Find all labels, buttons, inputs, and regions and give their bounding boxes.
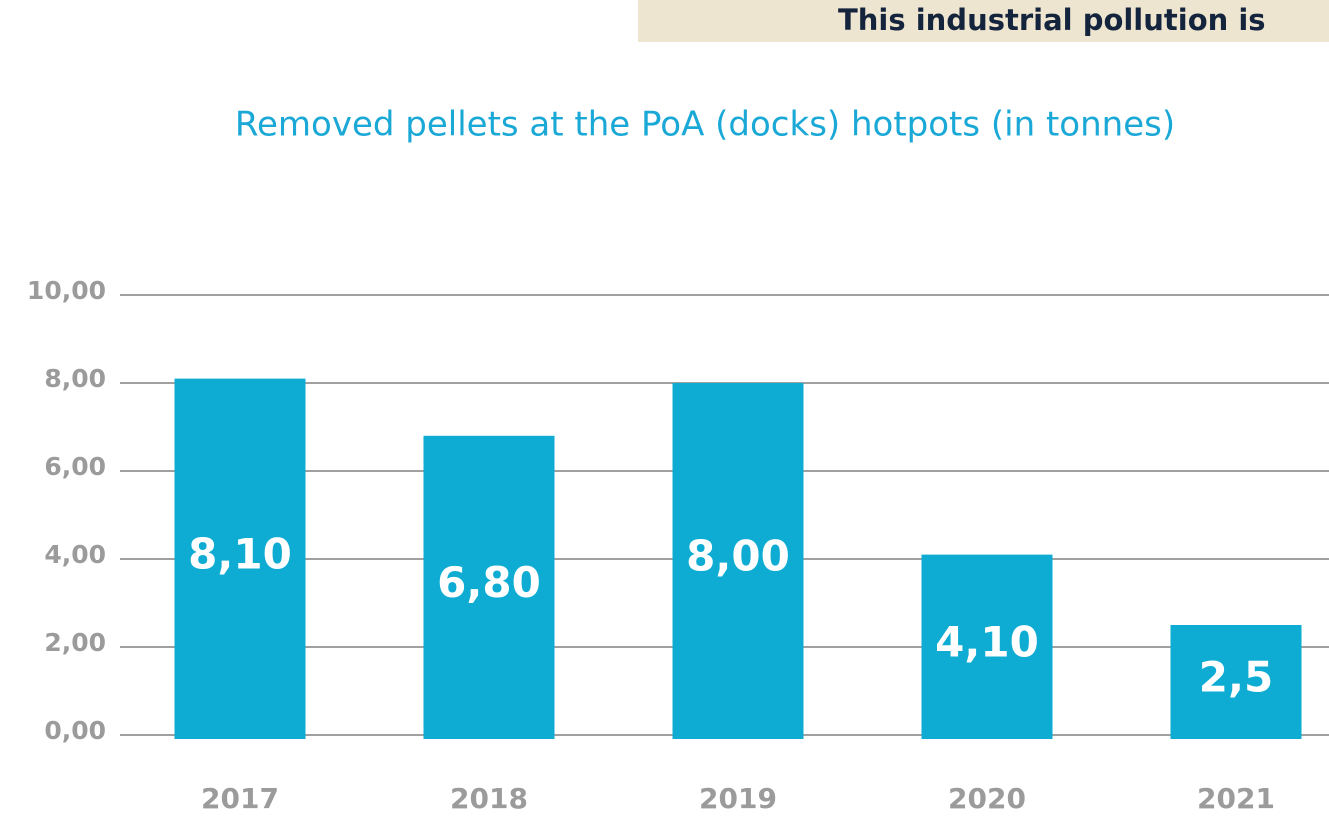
y-tick-label: 0,00 (44, 716, 106, 745)
value-label: 8,10 (188, 529, 292, 578)
y-tick-label: 4,00 (44, 540, 106, 569)
bar (672, 383, 804, 739)
value-label: 6,80 (437, 558, 541, 607)
x-tick-label: 2021 (1197, 782, 1275, 815)
x-tick-label: 2020 (948, 782, 1026, 815)
banner-text: This industrial pollution is (838, 3, 1266, 37)
bar (1170, 625, 1302, 739)
bar (921, 554, 1053, 739)
y-tick-label: 6,00 (44, 452, 106, 481)
bar (174, 378, 306, 739)
banner-bg (638, 0, 1329, 42)
x-tick-label: 2019 (699, 782, 777, 815)
y-tick-label: 8,00 (44, 364, 106, 393)
value-label: 8,00 (686, 532, 790, 581)
x-tick-label: 2017 (201, 782, 279, 815)
y-tick-label: 2,00 (44, 628, 106, 657)
value-label: 2,5 (1199, 653, 1273, 702)
chart-title: Removed pellets at the PoA (docks) hotpo… (235, 105, 1175, 145)
y-tick-label: 10,00 (27, 276, 106, 305)
bar (423, 435, 555, 739)
x-tick-label: 2018 (450, 782, 528, 815)
value-label: 4,10 (935, 617, 1039, 666)
